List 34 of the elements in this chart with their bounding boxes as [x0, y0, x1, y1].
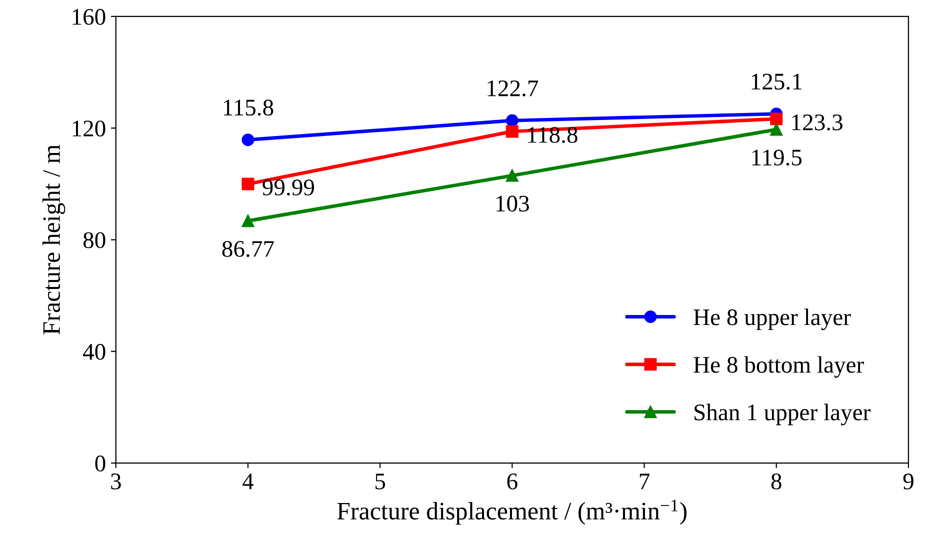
y-axis-title: Fracture height / m [42, 144, 66, 334]
point [506, 125, 518, 138]
y-tick-label: 0 [95, 456, 106, 472]
data-label: 103 [496, 196, 529, 212]
point [506, 169, 518, 182]
point [242, 178, 254, 190]
x-axis-title: Fracture displacement / (m³·min$^{−1}$) [337, 500, 687, 525]
data-label: 86.77 [222, 240, 274, 258]
data-label: 125.1 [752, 74, 802, 90]
y-tick-label: 120 [72, 120, 106, 137]
y-tick-label: 40 [83, 344, 106, 360]
data-label: 118.8 [528, 126, 578, 144]
y-tick-label: 80 [83, 232, 106, 248]
y-tick-label: 160 [72, 8, 106, 25]
point [770, 123, 783, 136]
data-label: 115.8 [224, 100, 274, 116]
x-tick-label: 9 [903, 474, 914, 490]
point [242, 214, 254, 228]
legend-label: He 8 upper layer [694, 308, 851, 330]
x-tick-label: 8 [771, 473, 782, 490]
data-label: 123.3 [792, 114, 842, 130]
x-tick-label: 5 [376, 474, 386, 490]
x-tick-label: 7 [640, 474, 650, 490]
x-tick-label: 6 [507, 474, 518, 490]
point [506, 114, 518, 127]
legend-label: He 8 bottom layer [694, 356, 864, 378]
x-tick-label: 4 [242, 474, 254, 490]
data-label: 119.5 [752, 150, 802, 166]
data-label: 122.7 [488, 80, 538, 96]
legend-label: Shan 1 upper layer [694, 404, 870, 426]
data-label: 99.99 [262, 180, 314, 196]
x-tick-label: 3 [111, 474, 121, 490]
point [242, 134, 254, 146]
point [770, 112, 783, 126]
